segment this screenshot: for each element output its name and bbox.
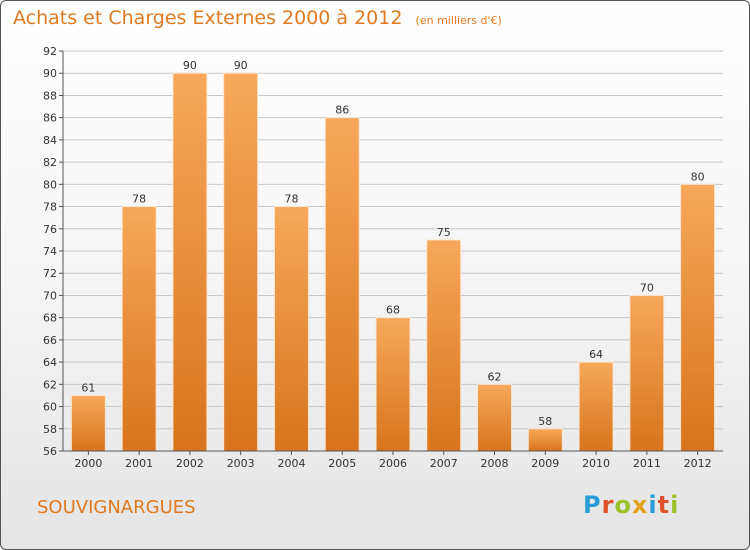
title-row: Achats et Charges Externes 2000 à 2012 (… bbox=[13, 7, 502, 29]
x-tick-label: 2012 bbox=[684, 457, 712, 470]
x-tick-label: 2000 bbox=[74, 457, 102, 470]
y-tick-label: 62 bbox=[43, 378, 57, 391]
bar bbox=[70, 394, 106, 452]
data-label: 68 bbox=[386, 304, 400, 317]
logo-letter: o bbox=[614, 491, 632, 519]
y-tick-label: 66 bbox=[43, 334, 57, 347]
axis-layer: 56 58 60 62 64 66 68 70 72 74 76 78 80 82 84 86 88 90 92 20… bbox=[43, 45, 723, 470]
bar bbox=[121, 206, 157, 452]
y-tick-label: 92 bbox=[43, 45, 57, 58]
y-tick-label: 58 bbox=[43, 423, 57, 436]
bar bbox=[426, 239, 462, 452]
y-tick-label: 56 bbox=[43, 445, 57, 458]
x-tick-label: 2004 bbox=[277, 457, 305, 470]
data-label: 61 bbox=[81, 381, 95, 394]
bar bbox=[273, 206, 309, 452]
bar bbox=[324, 117, 360, 452]
bar bbox=[527, 428, 563, 452]
data-label: 75 bbox=[437, 226, 451, 239]
data-label: 78 bbox=[284, 193, 298, 206]
data-label: 64 bbox=[589, 348, 603, 361]
x-tick-label: 2011 bbox=[633, 457, 661, 470]
bar bbox=[629, 294, 665, 452]
x-tick-label: 2003 bbox=[227, 457, 255, 470]
logo-letter: i bbox=[648, 491, 658, 519]
x-tick-label: 2008 bbox=[481, 457, 509, 470]
y-tick-label: 82 bbox=[43, 156, 57, 169]
x-tick-label: 2002 bbox=[176, 457, 204, 470]
data-label: 78 bbox=[132, 193, 146, 206]
y-tick-label: 60 bbox=[43, 401, 57, 414]
bar bbox=[578, 361, 614, 452]
bar bbox=[172, 72, 208, 452]
bar bbox=[477, 383, 513, 452]
data-label: 62 bbox=[488, 370, 502, 383]
y-tick-label: 70 bbox=[43, 289, 57, 302]
logo-letter: r bbox=[601, 491, 615, 519]
data-label: 90 bbox=[183, 59, 197, 72]
data-label: 58 bbox=[538, 415, 552, 428]
bar bbox=[375, 317, 411, 452]
y-tick-label: 80 bbox=[43, 178, 57, 191]
logo-letter: P bbox=[583, 491, 602, 519]
logo-letter: x bbox=[631, 491, 649, 519]
data-label: 80 bbox=[691, 170, 705, 183]
bar-layer: 61 78 90 90 78 86 68 75 62 58 64 70 80 bbox=[70, 59, 716, 452]
y-tick-label: 84 bbox=[43, 134, 57, 147]
bar bbox=[223, 72, 259, 452]
y-tick-label: 88 bbox=[43, 89, 57, 102]
proxiti-logo[interactable]: Proxiti bbox=[583, 491, 679, 519]
logo-letter: i bbox=[670, 491, 680, 519]
x-tick-label: 2010 bbox=[582, 457, 610, 470]
y-tick-label: 76 bbox=[43, 223, 57, 236]
x-tick-label: 2006 bbox=[379, 457, 407, 470]
data-label: 70 bbox=[640, 281, 654, 294]
y-tick-label: 78 bbox=[43, 201, 57, 214]
x-tick-label: 2005 bbox=[328, 457, 356, 470]
y-tick-label: 64 bbox=[43, 356, 57, 369]
y-tick-label: 86 bbox=[43, 112, 57, 125]
x-tick-label: 2001 bbox=[125, 457, 153, 470]
commune-name: SOUVIGNARGUES bbox=[37, 497, 196, 518]
chart-unit: (en milliers d'€) bbox=[415, 14, 502, 27]
x-tick-label: 2009 bbox=[531, 457, 559, 470]
data-label: 90 bbox=[234, 59, 248, 72]
bar bbox=[680, 183, 716, 452]
data-label: 86 bbox=[335, 104, 349, 117]
chart-title: Achats et Charges Externes 2000 à 2012 bbox=[13, 7, 403, 29]
y-tick-label: 68 bbox=[43, 312, 57, 325]
y-tick-label: 74 bbox=[43, 245, 57, 258]
logo-letter: t bbox=[657, 491, 671, 519]
x-tick-label: 2007 bbox=[430, 457, 458, 470]
y-tick-label: 90 bbox=[43, 67, 57, 80]
y-tick-label: 72 bbox=[43, 267, 57, 280]
